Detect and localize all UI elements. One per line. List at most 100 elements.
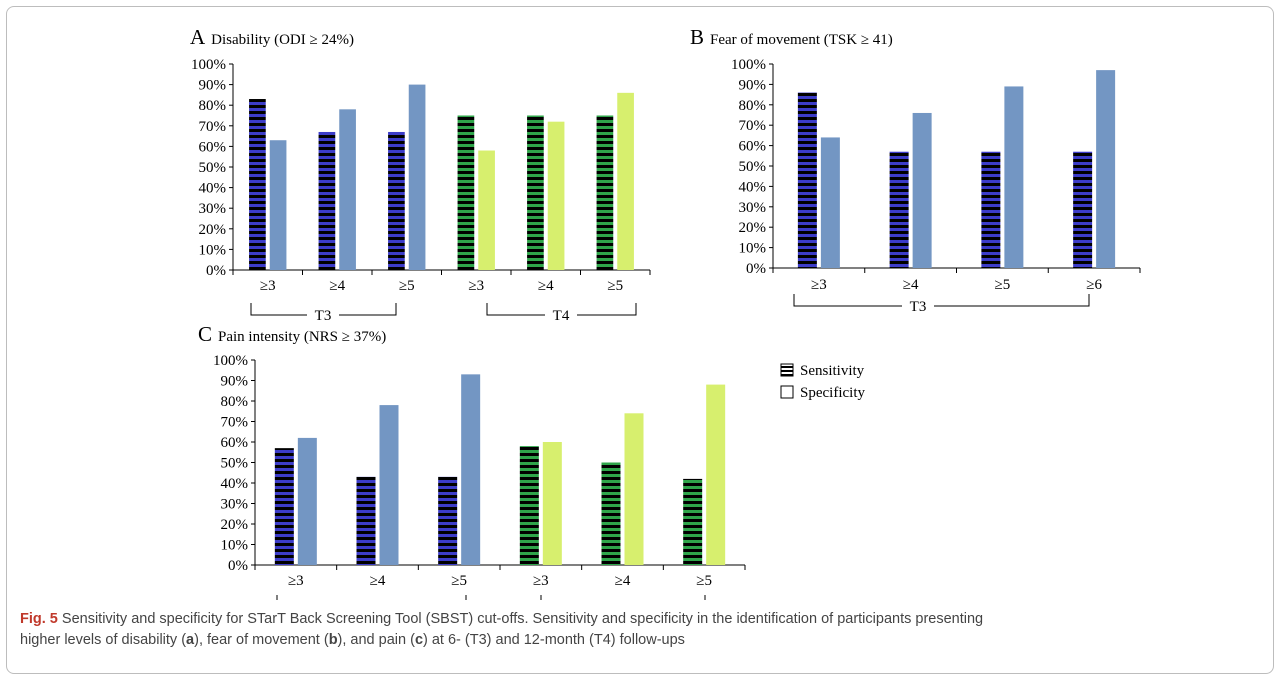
panel-c-title: C Pain intensity (NRS ≥ 37%) — [198, 322, 386, 346]
panel-b-title: B Fear of movement (TSK ≥ 41) — [690, 25, 893, 49]
figure-frame — [6, 6, 1274, 674]
x-category-label: ≥3 — [468, 278, 484, 294]
group-bracket-right — [577, 303, 637, 316]
bar-sensitivity — [438, 476, 458, 565]
y-tick-label: 50% — [221, 456, 249, 472]
y-tick-label: 70% — [739, 118, 767, 134]
bar-sensitivity — [527, 115, 544, 270]
legend-specificity-label: Specificity — [800, 385, 865, 401]
x-category-label: ≥4 — [329, 278, 345, 294]
bar-specificity — [617, 92, 634, 270]
x-category-label: ≥5 — [399, 278, 415, 294]
bar-sensitivity — [356, 476, 376, 565]
group-label: T4 — [553, 308, 570, 324]
y-tick-label: 90% — [199, 78, 227, 94]
y-tick-label: 60% — [739, 139, 767, 155]
group-bracket-left — [540, 595, 542, 600]
y-tick-label: 50% — [199, 160, 227, 176]
y-tick-label: 0% — [206, 263, 226, 279]
x-category-label: ≥3 — [288, 573, 304, 589]
group-bracket-right — [339, 303, 397, 316]
y-tick-label: 100% — [731, 57, 766, 73]
legend-sensitivity-swatch — [780, 363, 794, 377]
group-label: T3 — [315, 308, 332, 324]
x-category-label: ≥5 — [995, 277, 1011, 293]
panel-title-text: Fear of movement (TSK ≥ 41) — [710, 32, 893, 48]
bar-specificity — [624, 413, 644, 565]
y-tick-label: 100% — [213, 353, 248, 369]
x-category-label: ≥5 — [607, 278, 623, 294]
bar-sensitivity — [596, 115, 614, 270]
legend: Sensitivity Specificity — [780, 363, 865, 401]
panel-letter: B — [690, 25, 704, 49]
y-tick-label: 30% — [739, 200, 767, 216]
x-category-label: ≥6 — [1086, 277, 1102, 293]
panel-letter: C — [198, 322, 212, 346]
y-tick-label: 70% — [221, 415, 249, 431]
y-tick-label: 20% — [739, 220, 767, 236]
y-tick-label: 100% — [191, 57, 226, 73]
bar-specificity — [478, 150, 495, 270]
bar-specificity — [408, 84, 426, 270]
caption-figure-label: Fig. 5 — [20, 611, 58, 627]
bar-sensitivity — [797, 92, 817, 268]
group-bracket-right — [934, 294, 1090, 307]
panel-title-text: Disability (ODI ≥ 24%) — [211, 32, 354, 48]
bar-sensitivity — [274, 448, 294, 565]
group-bracket-right — [704, 595, 706, 600]
group-label: T3 — [910, 299, 927, 315]
caption-ref-a: a — [186, 632, 195, 648]
y-tick-label: 30% — [199, 201, 227, 217]
x-category-label: ≥4 — [615, 573, 631, 589]
y-tick-label: 40% — [739, 179, 767, 195]
y-tick-label: 40% — [199, 181, 227, 197]
bar-specificity — [706, 384, 726, 565]
caption-line-2-b: ), fear of movement ( — [194, 632, 329, 648]
y-tick-label: 80% — [221, 394, 249, 410]
bar-specificity — [1004, 86, 1024, 268]
y-tick-label: 90% — [221, 374, 249, 390]
bar-sensitivity — [457, 115, 475, 270]
panel-a-chart: A Disability (ODI ≥ 24%) 0% 10% 20% 30% 40% 50%… — [190, 25, 651, 324]
x-category-label: ≥4 — [370, 573, 386, 589]
bar-specificity — [297, 437, 317, 565]
bar-specificity — [912, 112, 932, 269]
x-category-label: ≥3 — [811, 277, 827, 293]
y-tick-label: 20% — [199, 222, 227, 238]
panel-title-text: Pain intensity (NRS ≥ 37%) — [218, 329, 386, 345]
x-category-label: ≥5 — [451, 573, 467, 589]
caption-line-1: Sensitivity and specificity for STarT Ba… — [61, 611, 984, 627]
y-tick-label: 60% — [199, 139, 227, 155]
bar-specificity — [542, 442, 562, 565]
bar-specificity — [820, 137, 840, 268]
group-bracket-left — [486, 303, 545, 316]
figure-caption: Fig. 5 Sensitivity and specificity for S… — [20, 609, 1260, 651]
y-tick-label: 60% — [221, 435, 249, 451]
y-tick-label: 10% — [221, 538, 249, 554]
x-category-label: ≥3 — [260, 278, 276, 294]
panel-a-title: A Disability (ODI ≥ 24%) — [190, 25, 354, 49]
bar-sensitivity — [249, 99, 266, 271]
y-tick-label: 90% — [739, 77, 767, 93]
y-tick-label: 80% — [739, 98, 767, 114]
bar-sensitivity — [683, 478, 703, 565]
caption-ref-c: c — [414, 632, 424, 648]
panel-b-chart: B Fear of movement (TSK ≥ 41) 0% 10% 20% 30% 4… — [690, 25, 1141, 315]
bar-specificity — [379, 405, 399, 565]
panel-letter: A — [190, 25, 206, 49]
bar-sensitivity — [388, 131, 405, 270]
x-category-label: ≥4 — [538, 278, 554, 294]
bar-sensitivity — [981, 151, 1001, 268]
group-bracket-right — [465, 595, 467, 600]
caption-line-2-d: ) at 6- (T3) and 12-month (T4) follow-up… — [423, 632, 685, 648]
caption-line-2-a: higher levels of disability ( — [20, 632, 187, 648]
y-tick-label: 70% — [199, 119, 227, 135]
bar-sensitivity — [1073, 151, 1093, 268]
y-tick-label: 10% — [739, 241, 767, 257]
group-bracket-left — [276, 595, 278, 600]
group-bracket-left — [250, 303, 307, 316]
y-tick-label: 0% — [746, 261, 766, 277]
x-category-label: ≥3 — [533, 573, 549, 589]
caption-line-2-c: ), and pain ( — [337, 632, 415, 648]
y-tick-label: 20% — [221, 517, 249, 533]
